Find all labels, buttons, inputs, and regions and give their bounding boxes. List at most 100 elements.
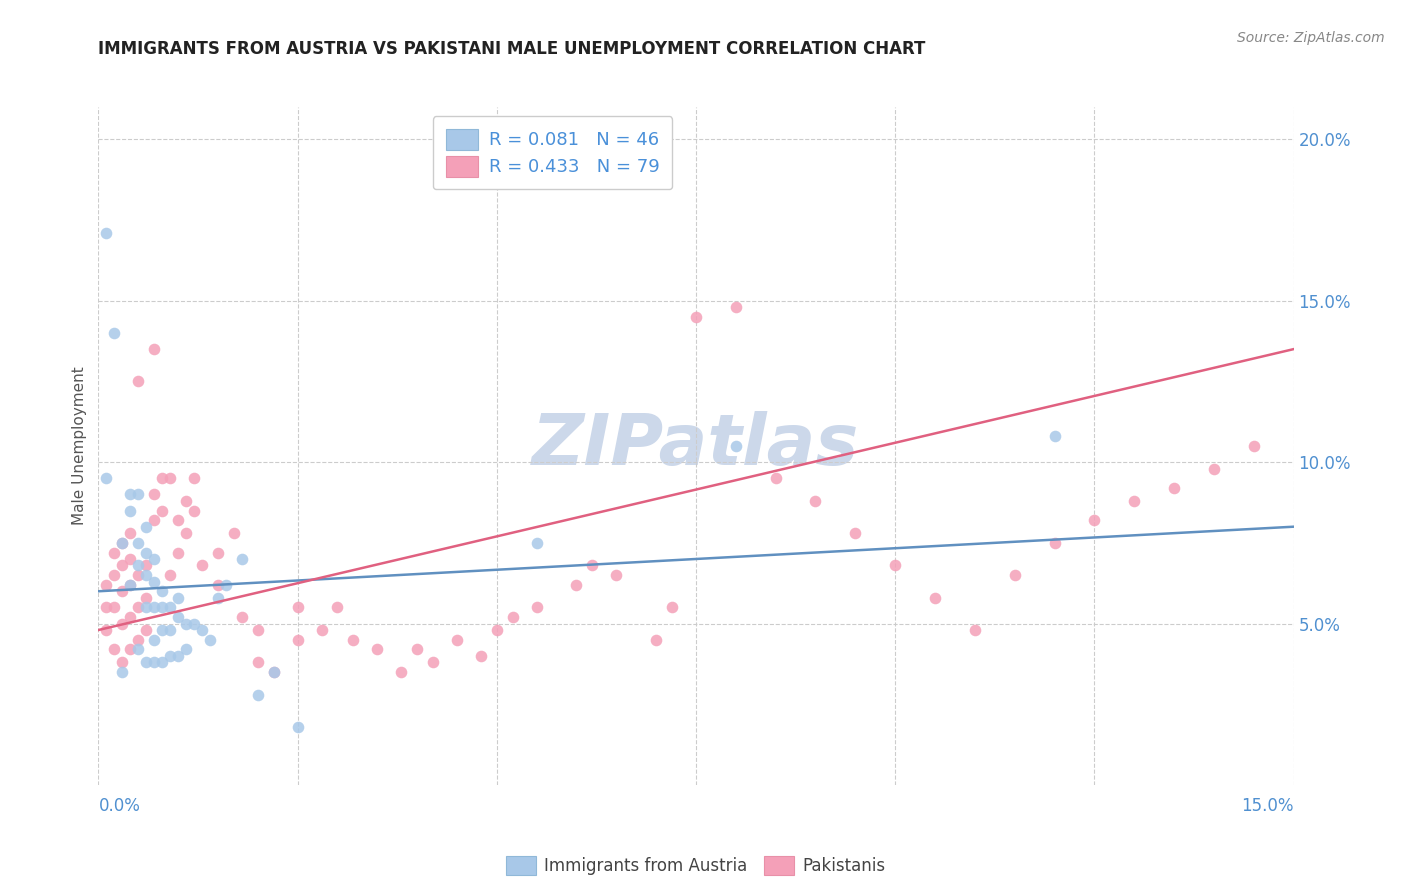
Point: [167, 545, 190, 559]
Point: [485, 623, 508, 637]
Point: [246, 623, 269, 637]
Point: [143, 574, 166, 589]
Point: [150, 600, 173, 615]
Point: [174, 642, 197, 657]
Point: [135, 568, 157, 582]
Point: [215, 578, 238, 592]
Point: [724, 439, 747, 453]
Point: [804, 494, 827, 508]
Point: [143, 655, 166, 669]
Point: [724, 300, 747, 314]
Y-axis label: Male Unemployment: Male Unemployment: [72, 367, 87, 525]
Point: [127, 642, 149, 657]
Point: [103, 568, 125, 582]
Point: [167, 513, 190, 527]
Point: [120, 610, 142, 624]
Point: [143, 487, 166, 501]
Point: [127, 536, 149, 550]
Point: [287, 600, 309, 615]
Point: [103, 326, 125, 340]
Text: 0.0%: 0.0%: [98, 797, 141, 815]
Point: [470, 648, 492, 663]
Point: [1004, 568, 1026, 582]
Point: [183, 471, 205, 485]
Point: [844, 526, 866, 541]
Legend: Immigrants from Austria, Pakistanis: Immigrants from Austria, Pakistanis: [498, 847, 894, 883]
Point: [143, 513, 166, 527]
Point: [502, 610, 524, 624]
Point: [661, 600, 683, 615]
Point: [191, 558, 214, 573]
Point: [135, 519, 157, 533]
Point: [1043, 536, 1066, 550]
Point: [143, 552, 166, 566]
Text: ZIPatlas: ZIPatlas: [533, 411, 859, 481]
Point: [1202, 461, 1225, 475]
Point: [167, 610, 190, 624]
Point: [605, 568, 627, 582]
Point: [422, 655, 444, 669]
Point: [207, 545, 229, 559]
Point: [150, 471, 173, 485]
Point: [159, 648, 181, 663]
Point: [111, 536, 134, 550]
Point: [366, 642, 388, 657]
Point: [120, 526, 142, 541]
Text: IMMIGRANTS FROM AUSTRIA VS PAKISTANI MALE UNEMPLOYMENT CORRELATION CHART: IMMIGRANTS FROM AUSTRIA VS PAKISTANI MAL…: [98, 40, 925, 58]
Point: [287, 720, 309, 734]
Point: [135, 655, 157, 669]
Point: [924, 591, 946, 605]
Point: [326, 600, 349, 615]
Point: [127, 600, 149, 615]
Point: [342, 632, 364, 647]
Point: [143, 600, 166, 615]
Point: [765, 471, 787, 485]
Point: [1043, 429, 1066, 443]
Point: [389, 665, 412, 679]
Point: [167, 591, 190, 605]
Point: [246, 655, 269, 669]
Point: [111, 665, 134, 679]
Point: [1123, 494, 1146, 508]
Point: [526, 600, 548, 615]
Point: [159, 471, 181, 485]
Point: [287, 632, 309, 647]
Point: [963, 623, 986, 637]
Point: [135, 558, 157, 573]
Point: [103, 642, 125, 657]
Point: [174, 616, 197, 631]
Point: [183, 503, 205, 517]
Point: [135, 600, 157, 615]
Point: [167, 648, 190, 663]
Point: [127, 632, 149, 647]
Point: [174, 494, 197, 508]
Point: [120, 487, 142, 501]
Point: [143, 632, 166, 647]
Point: [96, 623, 118, 637]
Point: [103, 545, 125, 559]
Point: [143, 342, 166, 356]
Point: [159, 600, 181, 615]
Point: [111, 655, 134, 669]
Point: [685, 310, 707, 324]
Point: [645, 632, 668, 647]
Point: [406, 642, 429, 657]
Point: [150, 623, 173, 637]
Point: [884, 558, 907, 573]
Point: [135, 545, 157, 559]
Point: [127, 568, 149, 582]
Point: [191, 623, 214, 637]
Point: [135, 623, 157, 637]
Point: [565, 578, 588, 592]
Point: [446, 632, 468, 647]
Point: [263, 665, 285, 679]
Point: [174, 526, 197, 541]
Point: [96, 600, 118, 615]
Point: [96, 226, 118, 240]
Point: [120, 552, 142, 566]
Point: [120, 503, 142, 517]
Point: [96, 471, 118, 485]
Point: [150, 584, 173, 599]
Text: 15.0%: 15.0%: [1241, 797, 1294, 815]
Point: [150, 655, 173, 669]
